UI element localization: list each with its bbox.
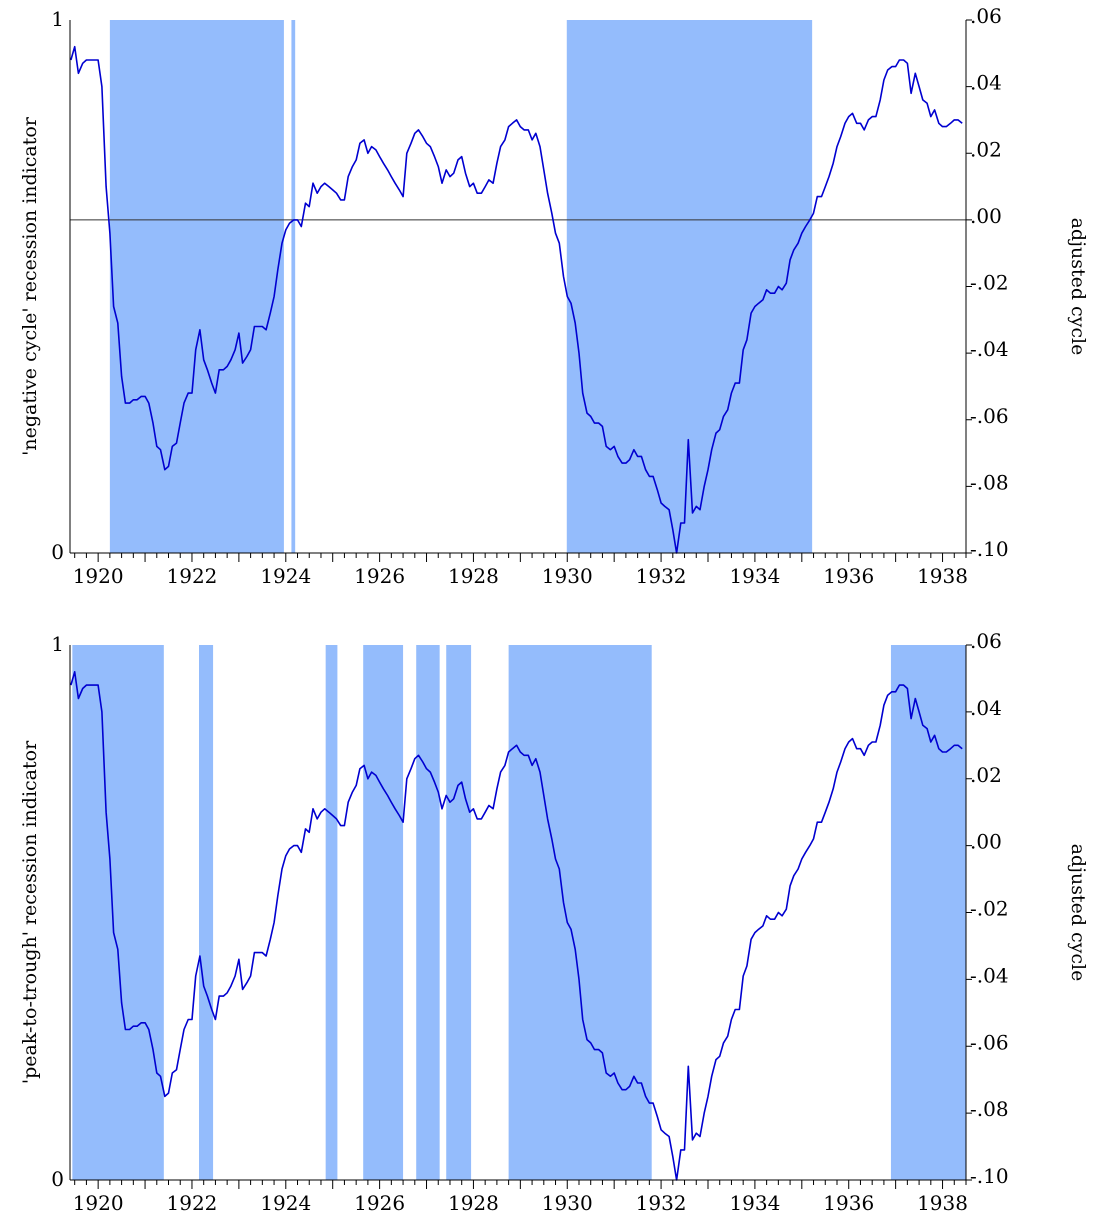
x-tick-label: 1922: [167, 564, 218, 588]
x-tick-label: 1926: [354, 1191, 405, 1215]
right-tick-label: -.08: [970, 470, 1009, 494]
x-tick-label: 1938: [917, 564, 968, 588]
recession-band-4: [416, 645, 440, 1180]
right-tick-label: .02: [970, 763, 1002, 787]
right-tick-label: -.06: [970, 404, 1009, 428]
x-tick-label: 1924: [260, 1191, 311, 1215]
right-tick-label: -.08: [970, 1097, 1009, 1121]
left-axis-title: 'negative cycle' recession indicator: [19, 116, 41, 456]
peak-to-trough-panel: 0 1 .06 .04 .02 .00 -.02 -.04 -.06 -.08 -.10 1920 19…: [19, 629, 1089, 1215]
x-tick-label: 1936: [823, 564, 874, 588]
right-tick-label: .04: [970, 696, 1002, 720]
adjusted-cycle-line: [70, 45, 963, 554]
left-tick-label: 0: [51, 1167, 64, 1191]
x-tick-label: 1934: [729, 564, 780, 588]
x-tick-label: 1932: [636, 564, 687, 588]
right-tick-label: .02: [970, 137, 1002, 161]
right-axis-title: adjusted cycle: [1067, 844, 1089, 982]
right-tick-label: -.04: [970, 337, 1009, 361]
x-tick-label: 1936: [823, 1191, 874, 1215]
right-tick-label: -.10: [970, 537, 1009, 561]
x-tick-label: 1922: [167, 1191, 218, 1215]
recession-band-2: [325, 645, 338, 1180]
adjusted-cycle-line: [70, 670, 963, 1181]
x-tick-label: 1938: [917, 1191, 968, 1215]
recession-band-1: [199, 645, 214, 1180]
recession-band-5: [446, 645, 472, 1180]
x-tick-label: 1934: [729, 1191, 780, 1215]
x-tick-label: 1928: [448, 564, 499, 588]
x-tick-label: 1920: [73, 1191, 124, 1215]
x-tick-label: 1930: [542, 564, 593, 588]
right-tick-label: -.10: [970, 1164, 1009, 1188]
left-tick-label: 1: [51, 7, 64, 31]
right-tick-label: -.06: [970, 1030, 1009, 1054]
right-tick-label: .06: [970, 629, 1002, 653]
recession-band-0: [72, 645, 164, 1180]
left-tick-label: 0: [51, 540, 64, 564]
right-tick-label: -.02: [970, 897, 1009, 921]
recession-band-3: [363, 645, 404, 1180]
right-tick-label: .00: [970, 204, 1002, 228]
left-tick-label: 1: [51, 632, 64, 656]
right-tick-label: .04: [970, 71, 1002, 95]
recession-band-1: [291, 20, 296, 553]
x-tick-label: 1932: [636, 1191, 687, 1215]
x-tick-label: 1924: [260, 564, 311, 588]
recession-band-0: [109, 20, 284, 553]
x-tick-label: 1930: [542, 1191, 593, 1215]
right-tick-label: -.02: [970, 271, 1009, 295]
right-tick-label: .06: [970, 4, 1002, 28]
recession-band-7: [890, 645, 966, 1180]
left-axis-title: 'peak-to-trough' recession indicator: [19, 740, 41, 1084]
negative-cycle-panel: 0 1 .06 .04 .02 .00 -.02 -.04 -.06 -.08 -.10 1920 19…: [19, 4, 1089, 588]
x-tick-label: 1926: [354, 564, 405, 588]
x-tick-label: 1920: [73, 564, 124, 588]
x-tick-label: 1928: [448, 1191, 499, 1215]
right-tick-label: .00: [970, 830, 1002, 854]
right-axis-title: adjusted cycle: [1067, 218, 1089, 356]
right-tick-label: -.04: [970, 963, 1009, 987]
recession-band-6: [508, 645, 652, 1180]
